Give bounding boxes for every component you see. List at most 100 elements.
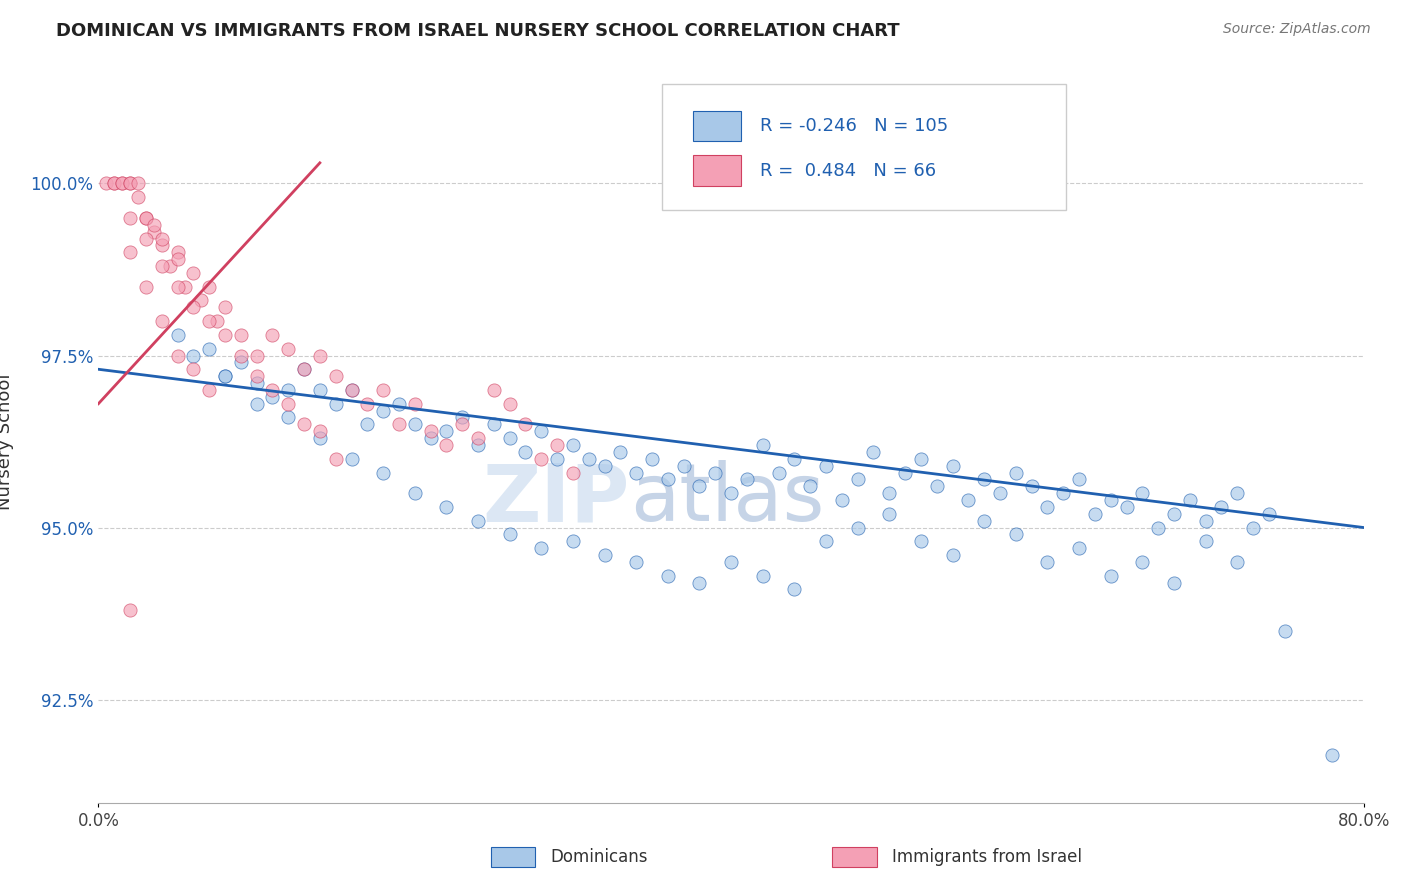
FancyBboxPatch shape <box>693 155 741 186</box>
Point <box>198 383 221 397</box>
Point <box>190 293 212 308</box>
Point <box>419 431 441 445</box>
Point <box>814 458 837 473</box>
Point <box>277 383 299 397</box>
Point <box>166 245 188 260</box>
Point <box>451 417 474 432</box>
Point <box>1274 624 1296 638</box>
Point <box>1163 575 1185 590</box>
Point <box>578 451 600 466</box>
Point <box>1322 747 1344 762</box>
Point <box>135 279 157 293</box>
Point <box>910 451 932 466</box>
Point <box>1226 486 1249 500</box>
Point <box>1178 493 1201 508</box>
Point <box>166 327 188 342</box>
Point <box>120 211 141 225</box>
Point <box>593 548 616 562</box>
Point <box>783 582 806 597</box>
Point <box>783 451 806 466</box>
Point <box>127 177 149 191</box>
Point <box>198 314 221 328</box>
Point <box>1130 555 1153 569</box>
Point <box>1069 541 1091 556</box>
Point <box>467 431 489 445</box>
Point <box>846 472 869 486</box>
Point <box>499 527 522 541</box>
Point <box>246 349 269 363</box>
Point <box>641 451 664 466</box>
Point <box>135 211 157 225</box>
Point <box>862 445 884 459</box>
Point <box>768 466 790 480</box>
Point <box>672 458 695 473</box>
Point <box>388 397 411 411</box>
Point <box>1099 493 1122 508</box>
Point <box>159 259 181 273</box>
Point <box>309 431 332 445</box>
Point <box>1004 527 1026 541</box>
Point <box>198 279 221 293</box>
Point <box>229 349 252 363</box>
Point <box>371 466 394 480</box>
Point <box>214 301 236 315</box>
Point <box>262 383 284 397</box>
Text: atlas: atlas <box>630 460 824 539</box>
Point <box>205 314 228 328</box>
Point <box>942 458 965 473</box>
Point <box>1211 500 1233 514</box>
Point <box>103 177 125 191</box>
Point <box>111 177 134 191</box>
Point <box>467 438 489 452</box>
Point <box>325 451 347 466</box>
Point <box>404 486 426 500</box>
Point <box>925 479 948 493</box>
Point <box>436 438 458 452</box>
Point <box>561 534 585 549</box>
Point <box>120 177 141 191</box>
Point <box>262 390 284 404</box>
Point <box>120 177 141 191</box>
Point <box>292 417 315 432</box>
Point <box>340 383 363 397</box>
Point <box>292 362 315 376</box>
Point <box>246 369 269 384</box>
FancyBboxPatch shape <box>661 84 1067 211</box>
Point <box>530 424 553 438</box>
Point <box>1147 520 1170 534</box>
Point <box>229 327 252 342</box>
Point <box>593 458 616 473</box>
Point <box>436 500 458 514</box>
Point <box>1069 472 1091 486</box>
Point <box>166 252 188 267</box>
Point <box>277 410 299 425</box>
Point <box>688 575 710 590</box>
Point <box>277 342 299 356</box>
Text: DOMINICAN VS IMMIGRANTS FROM ISRAEL NURSERY SCHOOL CORRELATION CHART: DOMINICAN VS IMMIGRANTS FROM ISRAEL NURS… <box>56 22 900 40</box>
FancyBboxPatch shape <box>491 847 534 867</box>
Point <box>174 279 197 293</box>
Point <box>451 410 474 425</box>
Point <box>942 548 965 562</box>
Point <box>846 520 869 534</box>
Point <box>96 177 118 191</box>
Point <box>135 211 157 225</box>
Point <box>499 397 522 411</box>
Point <box>1195 514 1218 528</box>
Point <box>1004 466 1026 480</box>
Point <box>183 266 205 280</box>
Text: R =  0.484   N = 66: R = 0.484 N = 66 <box>761 161 936 179</box>
Point <box>546 451 568 466</box>
Point <box>388 417 411 432</box>
Point <box>530 451 553 466</box>
Text: Immigrants from Israel: Immigrants from Israel <box>891 848 1081 866</box>
Point <box>1021 479 1043 493</box>
Point <box>561 438 585 452</box>
Point <box>1241 520 1264 534</box>
Point <box>894 466 917 480</box>
Point <box>657 472 679 486</box>
Point <box>1226 555 1249 569</box>
Point <box>111 177 134 191</box>
Point <box>1115 500 1137 514</box>
Point <box>183 301 205 315</box>
